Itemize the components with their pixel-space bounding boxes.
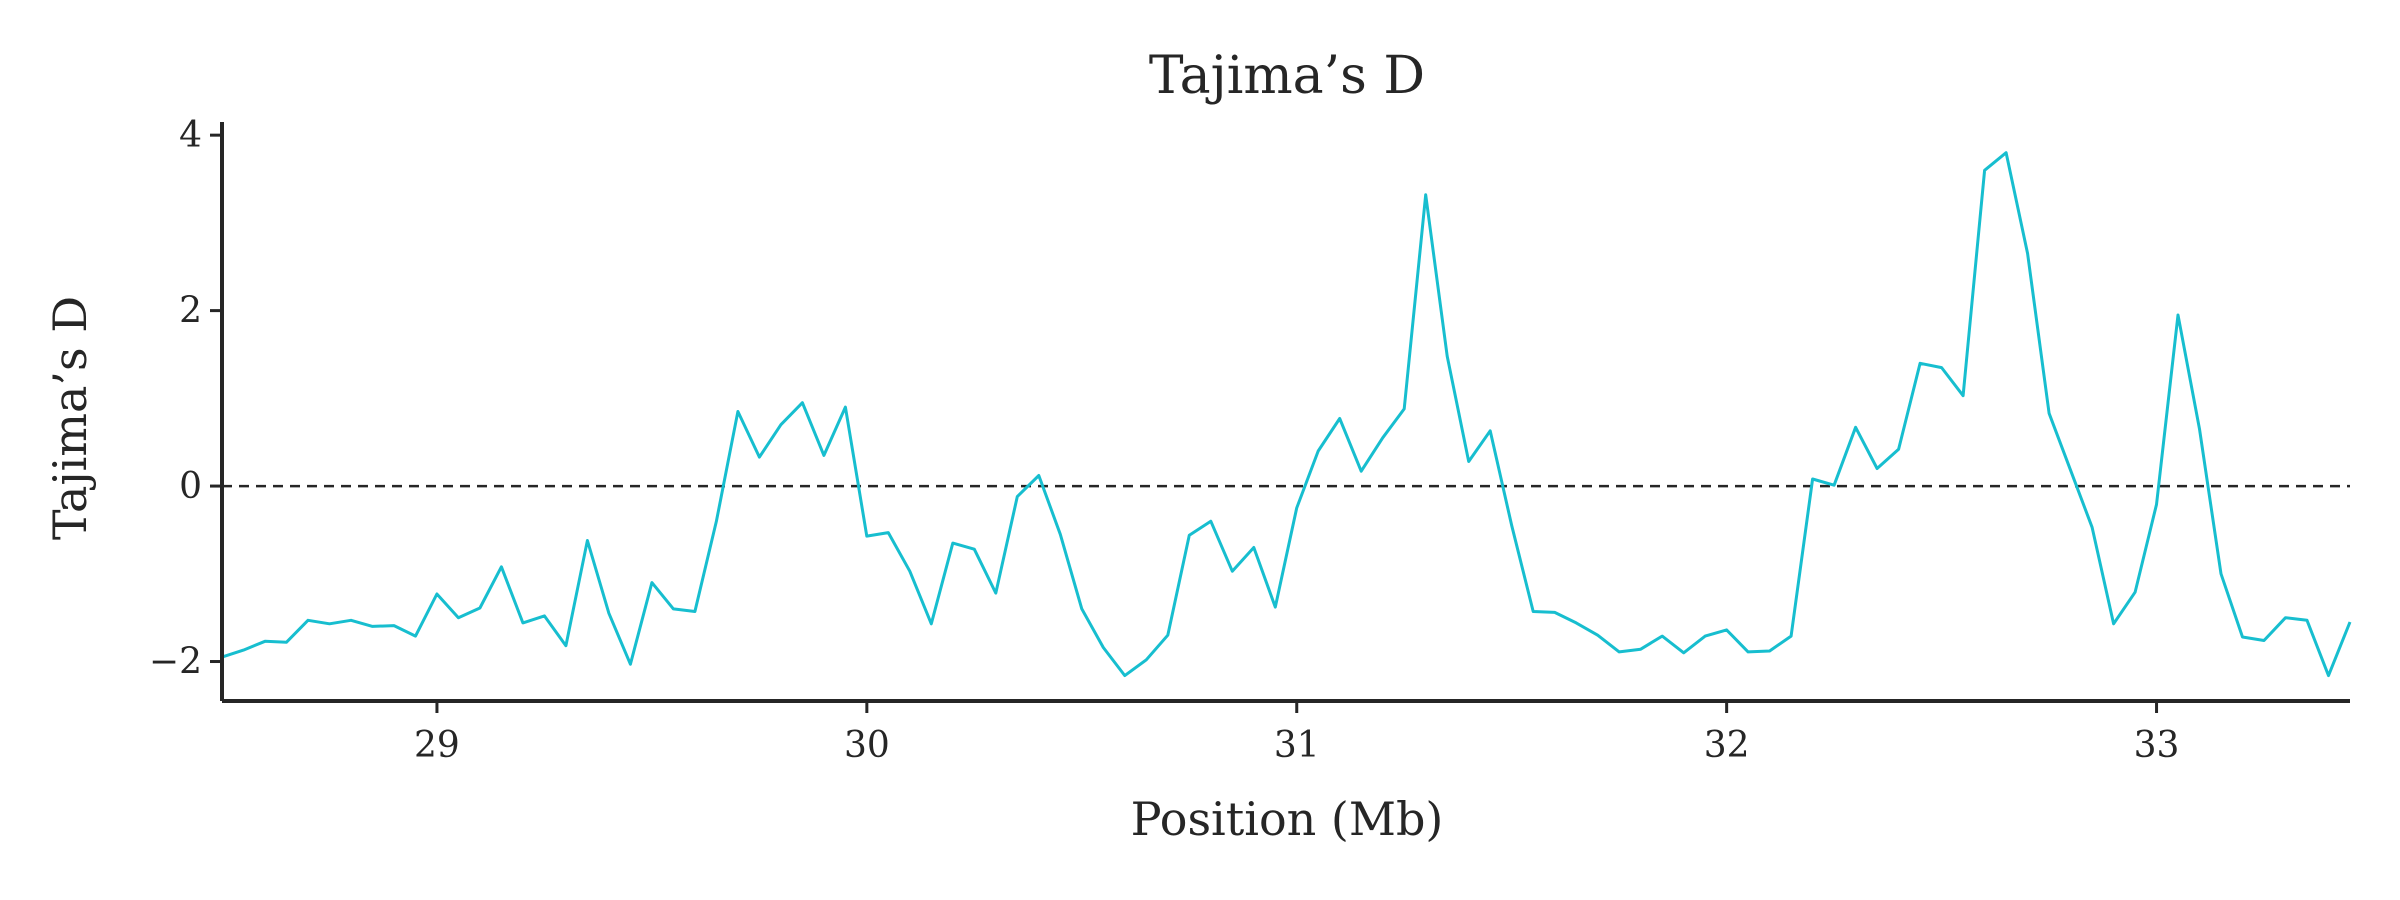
y-tick-label: 4 bbox=[179, 115, 202, 156]
x-axis-label: Position (Mb) bbox=[1131, 792, 1444, 846]
y-tick-label: −2 bbox=[149, 642, 202, 683]
y-axis: −2 0 2 4 bbox=[149, 115, 224, 701]
series-line-0 bbox=[221, 151, 2352, 678]
x-tick-label: 31 bbox=[1274, 725, 1320, 766]
x-tick-label: 30 bbox=[844, 725, 890, 766]
x-axis: 29 30 31 32 33 bbox=[222, 699, 2350, 766]
y-axis-label: Tajima’s D bbox=[43, 296, 97, 540]
plot-area bbox=[221, 151, 2352, 678]
y-tick-label: 0 bbox=[179, 466, 202, 507]
x-tick-label: 29 bbox=[414, 725, 460, 766]
chart-title: Tajima’s D bbox=[1149, 46, 1425, 106]
y-tick-label: 2 bbox=[179, 291, 202, 332]
x-tick-label: 33 bbox=[2134, 725, 2180, 766]
x-tick-label: 32 bbox=[1704, 725, 1750, 766]
